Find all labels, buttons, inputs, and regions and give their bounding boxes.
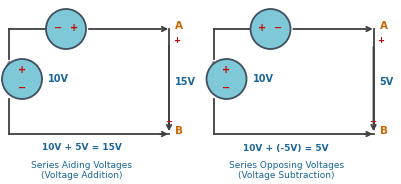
Text: B: B — [379, 126, 387, 136]
Text: +: + — [223, 65, 231, 75]
Circle shape — [251, 9, 290, 49]
Text: Series Opposing Voltages: Series Opposing Voltages — [229, 160, 344, 169]
Circle shape — [2, 59, 42, 99]
Text: (Voltage Subtraction): (Voltage Subtraction) — [238, 171, 334, 180]
Text: −: − — [54, 23, 62, 33]
Text: 10V + (-5V) = 5V: 10V + (-5V) = 5V — [243, 144, 329, 153]
Text: +: + — [259, 23, 267, 33]
Circle shape — [46, 9, 86, 49]
Text: −: − — [369, 118, 377, 127]
Text: 5V: 5V — [263, 0, 277, 2]
Text: Series Aiding Voltages: Series Aiding Voltages — [31, 160, 132, 169]
Text: A: A — [175, 21, 183, 31]
Text: +: + — [173, 36, 180, 45]
Text: −: − — [18, 83, 26, 93]
Text: 10V: 10V — [48, 74, 69, 84]
Text: 10V + 5V = 15V: 10V + 5V = 15V — [42, 144, 122, 153]
Text: −: − — [274, 23, 283, 33]
Text: +: + — [70, 23, 78, 33]
Text: 15V: 15V — [175, 77, 196, 86]
Text: 10V: 10V — [253, 74, 273, 84]
Text: +: + — [18, 65, 26, 75]
Text: (Voltage Addition): (Voltage Addition) — [41, 171, 122, 180]
Text: −: − — [223, 83, 231, 93]
Text: A: A — [379, 21, 387, 31]
Circle shape — [207, 59, 247, 99]
Text: 5V: 5V — [379, 77, 394, 86]
Text: +: + — [377, 36, 385, 45]
Text: B: B — [175, 126, 183, 136]
Text: −: − — [165, 118, 172, 127]
Text: 5V: 5V — [59, 0, 73, 2]
